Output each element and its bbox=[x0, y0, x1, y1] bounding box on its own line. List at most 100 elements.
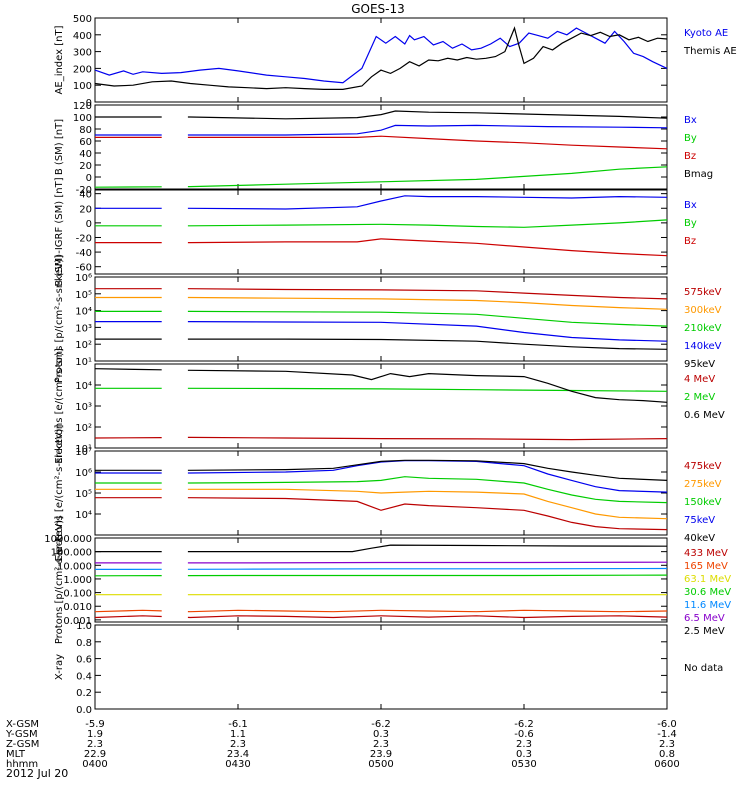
series-line-2-5-mev bbox=[188, 545, 667, 552]
orbit-value: 0430 bbox=[225, 759, 250, 770]
legend-entry: 165 MeV bbox=[684, 561, 728, 572]
legend-entry: Bz bbox=[684, 151, 696, 162]
y-tick-label: 80 bbox=[79, 125, 92, 136]
y-tick-label: 100 bbox=[73, 113, 92, 124]
series-line-575kev bbox=[188, 289, 667, 299]
legend-entry: 210keV bbox=[684, 323, 722, 334]
y-tick-label: 1000.000 bbox=[44, 534, 92, 545]
orbit-value: 0600 bbox=[654, 759, 679, 770]
legend-entry: 63.1 MeV bbox=[684, 574, 731, 585]
y-tick-label: 10⁶ bbox=[75, 468, 92, 479]
y-tick-label: 40 bbox=[79, 149, 92, 160]
y-tick-label: 10³ bbox=[75, 323, 92, 334]
series-line-6-5-mev bbox=[188, 562, 667, 563]
y-tick-label: 0.6 bbox=[76, 655, 92, 666]
legend-entry: Bx bbox=[684, 200, 697, 211]
legend-entry: 40keV bbox=[684, 533, 715, 544]
legend-entry: 433 MeV bbox=[684, 548, 728, 559]
y-axis-label: B (SM) [nT] bbox=[54, 119, 65, 175]
y-tick-label: 10⁶ bbox=[75, 273, 92, 284]
y-tick-label: 10⁷ bbox=[75, 447, 92, 458]
plot-title: GOES-13 bbox=[351, 2, 405, 16]
y-axis-label: X-ray bbox=[54, 654, 65, 680]
date-label: 2012 Jul 20 bbox=[6, 767, 68, 780]
y-tick-label: 1.000 bbox=[63, 575, 92, 586]
series-line-165-mev bbox=[188, 610, 667, 611]
orbit-value: 0500 bbox=[368, 759, 393, 770]
legend-entry: 75keV bbox=[684, 515, 715, 526]
legend-entry: 30.6 MeV bbox=[684, 587, 731, 598]
y-tick-label: 0 bbox=[86, 219, 92, 230]
series-line-275kev bbox=[188, 489, 667, 518]
y-tick-label: 40 bbox=[79, 190, 92, 201]
y-tick-label: 0.0 bbox=[76, 705, 92, 716]
y-tick-label: 20 bbox=[79, 204, 92, 215]
y-tick-label: 20 bbox=[79, 161, 92, 172]
y-tick-label: 10² bbox=[75, 423, 92, 434]
y-tick-label: 10⁴ bbox=[75, 307, 92, 318]
legend-entry: 150keV bbox=[684, 497, 722, 508]
y-tick-label: 0.100 bbox=[63, 589, 92, 600]
legend-entry: Bx bbox=[684, 115, 697, 126]
series-line-bx bbox=[188, 196, 667, 209]
series-line-433-mev bbox=[188, 616, 667, 618]
legend-entry: 95keV bbox=[684, 359, 715, 370]
y-tick-label: 100 bbox=[73, 81, 92, 92]
y-tick-label: 0.010 bbox=[63, 602, 92, 613]
series-line-bz bbox=[188, 136, 667, 149]
series-line-0-6-mev bbox=[188, 370, 667, 402]
legend-entry: Bz bbox=[684, 236, 696, 247]
y-tick-label: 10² bbox=[75, 340, 92, 351]
series-line-bx bbox=[188, 125, 667, 135]
legend-entry: 0.6 MeV bbox=[684, 410, 725, 421]
y-tick-label: 200 bbox=[73, 64, 92, 75]
y-tick-label: 500 bbox=[73, 14, 92, 25]
y-tick-label: 10³ bbox=[75, 402, 92, 413]
legend-entry: 6.5 MeV bbox=[684, 613, 725, 624]
legend-entry: Bmag bbox=[684, 169, 713, 180]
orbit-value: 0530 bbox=[511, 759, 536, 770]
legend-entry: 2.5 MeV bbox=[684, 626, 725, 637]
y-tick-label: 10⁵ bbox=[75, 489, 92, 500]
series-line-165-mev bbox=[95, 610, 162, 611]
y-tick-label: 10¹ bbox=[75, 357, 92, 368]
panel-frame bbox=[95, 538, 667, 622]
legend-entry: 11.6 MeV bbox=[684, 600, 731, 611]
y-tick-label: 10⁵ bbox=[75, 290, 92, 301]
legend-entry: By bbox=[684, 133, 697, 144]
legend-entry: 140keV bbox=[684, 341, 722, 352]
legend-entry: 4 MeV bbox=[684, 374, 715, 385]
series-line-themis-ae bbox=[95, 28, 667, 89]
series-line-2-mev bbox=[188, 388, 667, 391]
y-tick-label: 1.0 bbox=[76, 621, 92, 632]
series-line-kyoto-ae bbox=[95, 28, 667, 83]
panel-frame bbox=[95, 625, 667, 709]
series-line-30-6-mev bbox=[188, 575, 667, 576]
series-line-0-6-mev bbox=[95, 369, 162, 370]
series-line-95kev bbox=[188, 339, 667, 349]
y-tick-label: -40 bbox=[76, 248, 92, 259]
series-line-11-6-mev bbox=[188, 569, 667, 570]
series-line-140kev bbox=[188, 322, 667, 342]
legend-entry: 2 MeV bbox=[684, 392, 715, 403]
legend-entry: Themis AE bbox=[683, 46, 737, 57]
legend-entry: 275keV bbox=[684, 479, 722, 490]
series-line-300kev bbox=[188, 298, 667, 310]
panel-frame bbox=[95, 190, 667, 274]
y-tick-label: -20 bbox=[76, 233, 92, 244]
no-data-label: No data bbox=[684, 663, 723, 674]
y-tick-label: 300 bbox=[73, 48, 92, 59]
series-line-75kev bbox=[188, 461, 667, 493]
y-axis-label: Protons [p/(cm²-s-sr-keV)] bbox=[54, 516, 65, 644]
y-tick-label: 0.8 bbox=[76, 638, 92, 649]
series-line-bz bbox=[188, 239, 667, 256]
